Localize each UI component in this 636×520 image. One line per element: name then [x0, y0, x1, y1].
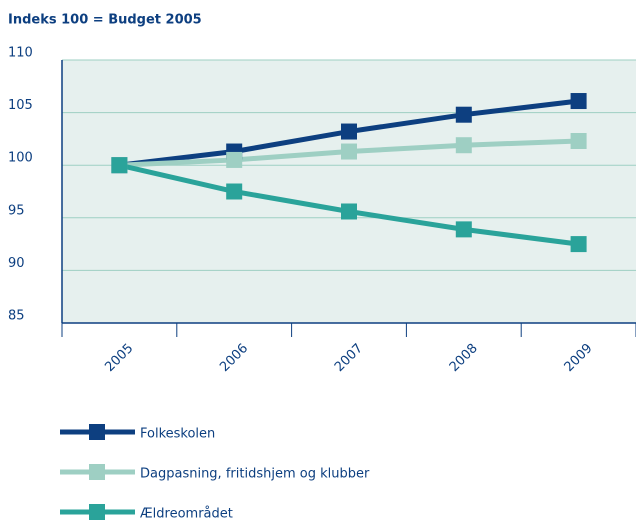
x-tick-label: 2007: [332, 341, 366, 375]
point-marker: [455, 221, 472, 238]
y-tick-label: 85: [8, 309, 25, 324]
y-tick-label: 105: [8, 98, 33, 113]
point-marker: [226, 151, 243, 168]
point-marker: [226, 183, 243, 200]
y-tick-label: 110: [8, 46, 33, 61]
plot-background: [62, 60, 636, 323]
y-tick-label: 95: [8, 203, 25, 218]
point-marker: [570, 236, 587, 253]
point-marker: [341, 123, 357, 140]
y-tick-label: 100: [8, 151, 33, 166]
x-tick-label: 2009: [562, 341, 596, 375]
point-marker: [455, 137, 472, 154]
legend-marker: [89, 504, 105, 520]
point-marker: [570, 133, 587, 150]
x-tick-label: 2006: [217, 341, 251, 375]
point-marker: [341, 143, 357, 160]
legend-marker: [89, 464, 105, 480]
point-marker: [570, 93, 587, 110]
legend-marker: [89, 424, 105, 440]
point-marker: [111, 157, 128, 174]
y-tick-label: 90: [8, 256, 25, 271]
chart-title: Indeks 100 = Budget 2005: [8, 13, 202, 28]
legend-label: Ældreområdet: [140, 507, 233, 520]
legend-label: Dagpasning, fritidshjem og klubber: [140, 467, 370, 482]
legend-label: Folkeskolen: [140, 427, 215, 442]
x-tick-label: 2005: [102, 341, 136, 375]
x-tick-label: 2008: [447, 341, 481, 375]
point-marker: [341, 203, 357, 220]
point-marker: [455, 106, 472, 123]
